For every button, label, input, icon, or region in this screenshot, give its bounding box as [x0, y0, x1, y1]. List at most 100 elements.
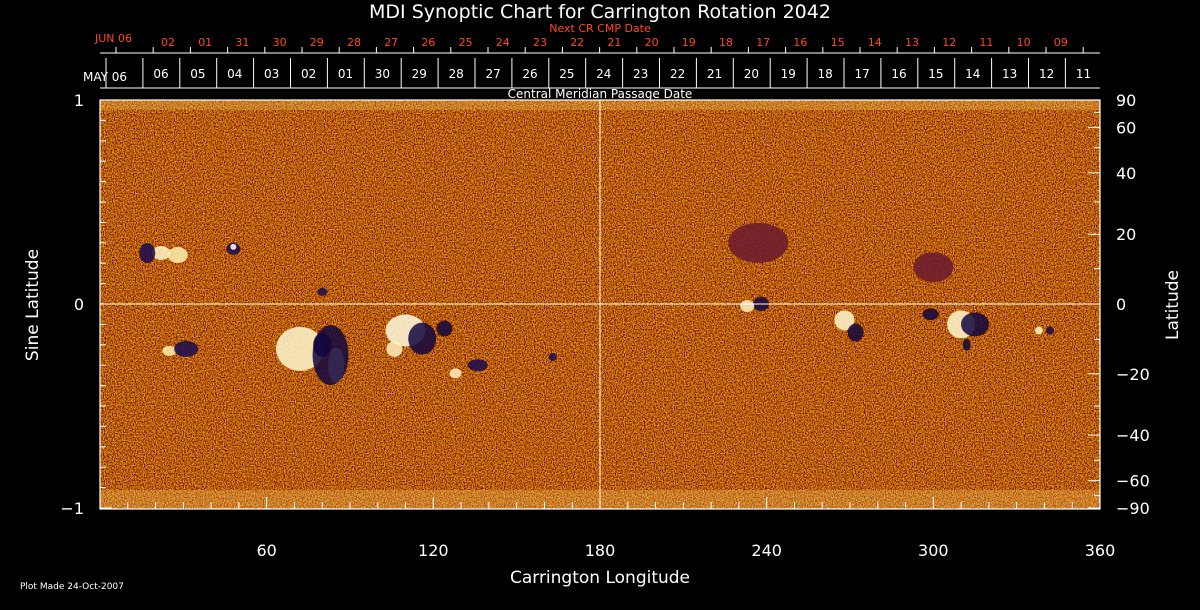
month-bottom-label: MAY 06	[83, 70, 127, 84]
chart-title: MDI Synoptic Chart for Carrington Rotati…	[369, 1, 831, 23]
cmp-label: Central Meridian Passage Date	[508, 87, 693, 101]
bottom-date-4: 02	[301, 67, 316, 81]
active-region	[913, 252, 954, 283]
active-region	[386, 340, 403, 357]
bottom-date-1: 05	[190, 67, 205, 81]
top-date-6: 27	[384, 36, 398, 49]
top-date-15: 18	[719, 36, 733, 49]
top-date-13: 20	[645, 36, 659, 49]
top-date-3: 30	[273, 36, 287, 49]
right-tick-label-5: −20	[1116, 365, 1150, 384]
right-tick-label-3: 20	[1116, 225, 1136, 244]
bottom-date-9: 27	[485, 67, 500, 81]
top-date-5: 28	[347, 36, 361, 49]
active-region	[961, 312, 989, 337]
x-tick-label-180: 180	[585, 541, 616, 560]
left-tick-label-1: 0	[74, 295, 84, 314]
top-date-10: 23	[533, 36, 547, 49]
bottom-date-8: 28	[449, 67, 464, 81]
x-tick-label-240: 240	[751, 541, 782, 560]
bottom-date-10: 26	[522, 67, 537, 81]
right-tick-label-0: 90	[1116, 91, 1136, 110]
bottom-date-14: 22	[670, 67, 685, 81]
active-region	[449, 368, 462, 379]
right-tick-label-8: −90	[1116, 499, 1150, 518]
bottom-date-3: 03	[264, 67, 279, 81]
active-region	[276, 326, 324, 371]
active-region	[962, 338, 971, 351]
active-region	[834, 310, 855, 331]
top-date-22: 11	[979, 36, 993, 49]
next-cr-label: Next CR CMP Date	[549, 22, 651, 35]
bottom-date-25: 11	[1076, 67, 1091, 81]
top-date-21: 12	[942, 36, 956, 49]
active-region	[1046, 326, 1054, 335]
active-region	[922, 308, 939, 321]
active-region	[408, 322, 437, 355]
active-region	[740, 300, 755, 313]
top-date-24: 09	[1054, 36, 1068, 49]
active-region	[467, 359, 488, 372]
active-region	[728, 222, 789, 263]
bottom-date-22: 14	[965, 67, 980, 81]
top-date-12: 21	[607, 36, 621, 49]
top-date-8: 25	[459, 36, 473, 49]
active-region	[174, 340, 199, 357]
top-date-20: 13	[905, 36, 919, 49]
top-date-1: 01	[198, 36, 212, 49]
bottom-date-19: 17	[854, 67, 869, 81]
right-tick-label-6: −40	[1116, 426, 1150, 445]
active-region	[436, 320, 453, 337]
bottom-date-21: 15	[928, 67, 943, 81]
top-date-4: 29	[310, 36, 324, 49]
active-regions	[139, 222, 1054, 385]
top-date-19: 14	[868, 36, 882, 49]
active-region	[313, 332, 332, 357]
y-axis-label-left: Sine Latitude	[23, 249, 43, 361]
active-region	[152, 246, 171, 260]
bottom-date-2: 04	[227, 67, 242, 81]
active-region	[1034, 326, 1043, 335]
x-tick-label-120: 120	[418, 541, 449, 560]
x-axis: 60 120 180 240 300 360	[99, 497, 1116, 560]
x-tick-label-60: 60	[256, 541, 276, 560]
top-date-18: 15	[831, 36, 845, 49]
bottom-date-23: 13	[1002, 67, 1017, 81]
bottom-date-15: 21	[707, 67, 722, 81]
top-date-23: 10	[1017, 36, 1031, 49]
bottom-date-11: 25	[559, 67, 574, 81]
x-tick-label-300: 300	[918, 541, 949, 560]
active-region	[167, 247, 188, 264]
bottom-date-16: 20	[744, 67, 759, 81]
top-date-16: 17	[756, 36, 770, 49]
bottom-date-6: 30	[375, 67, 390, 81]
x-axis-label: Carrington Longitude	[510, 568, 690, 588]
plot-made-label: Plot Made 24-Oct-2007	[20, 582, 124, 592]
bottom-date-18: 18	[818, 67, 833, 81]
bottom-date-17: 19	[781, 67, 796, 81]
left-axis: 1 0 −1	[60, 91, 112, 518]
bottom-date-20: 16	[891, 67, 906, 81]
active-region	[162, 345, 177, 356]
right-axis: 90 60 40 20 0 −20 −40 −60 −90	[1088, 91, 1150, 518]
active-region	[139, 243, 156, 263]
right-tick-label-1: 60	[1116, 118, 1136, 137]
active-region	[317, 287, 328, 296]
top-date-11: 22	[570, 36, 584, 49]
top-date-labels: 02 01 31 30 29 28 27 26 25 24 23 22 21 20 19 18 17 16 15 14…	[161, 36, 1068, 49]
left-tick-label-2: −1	[60, 499, 84, 518]
active-region	[548, 353, 557, 362]
top-date-2: 31	[235, 36, 249, 49]
active-region	[230, 243, 237, 250]
top-date-14: 19	[682, 36, 696, 49]
top-date-ticks	[115, 47, 1084, 53]
right-tick-label-2: 40	[1116, 164, 1136, 183]
right-tick-label-7: −60	[1116, 472, 1150, 491]
x-tick-label-360: 360	[1085, 541, 1116, 560]
bottom-date-7: 29	[412, 67, 427, 81]
bottom-date-12: 24	[596, 67, 611, 81]
bottom-date-5: 01	[338, 67, 353, 81]
bottom-date-13: 23	[633, 67, 648, 81]
left-tick-label-0: 1	[74, 91, 84, 110]
